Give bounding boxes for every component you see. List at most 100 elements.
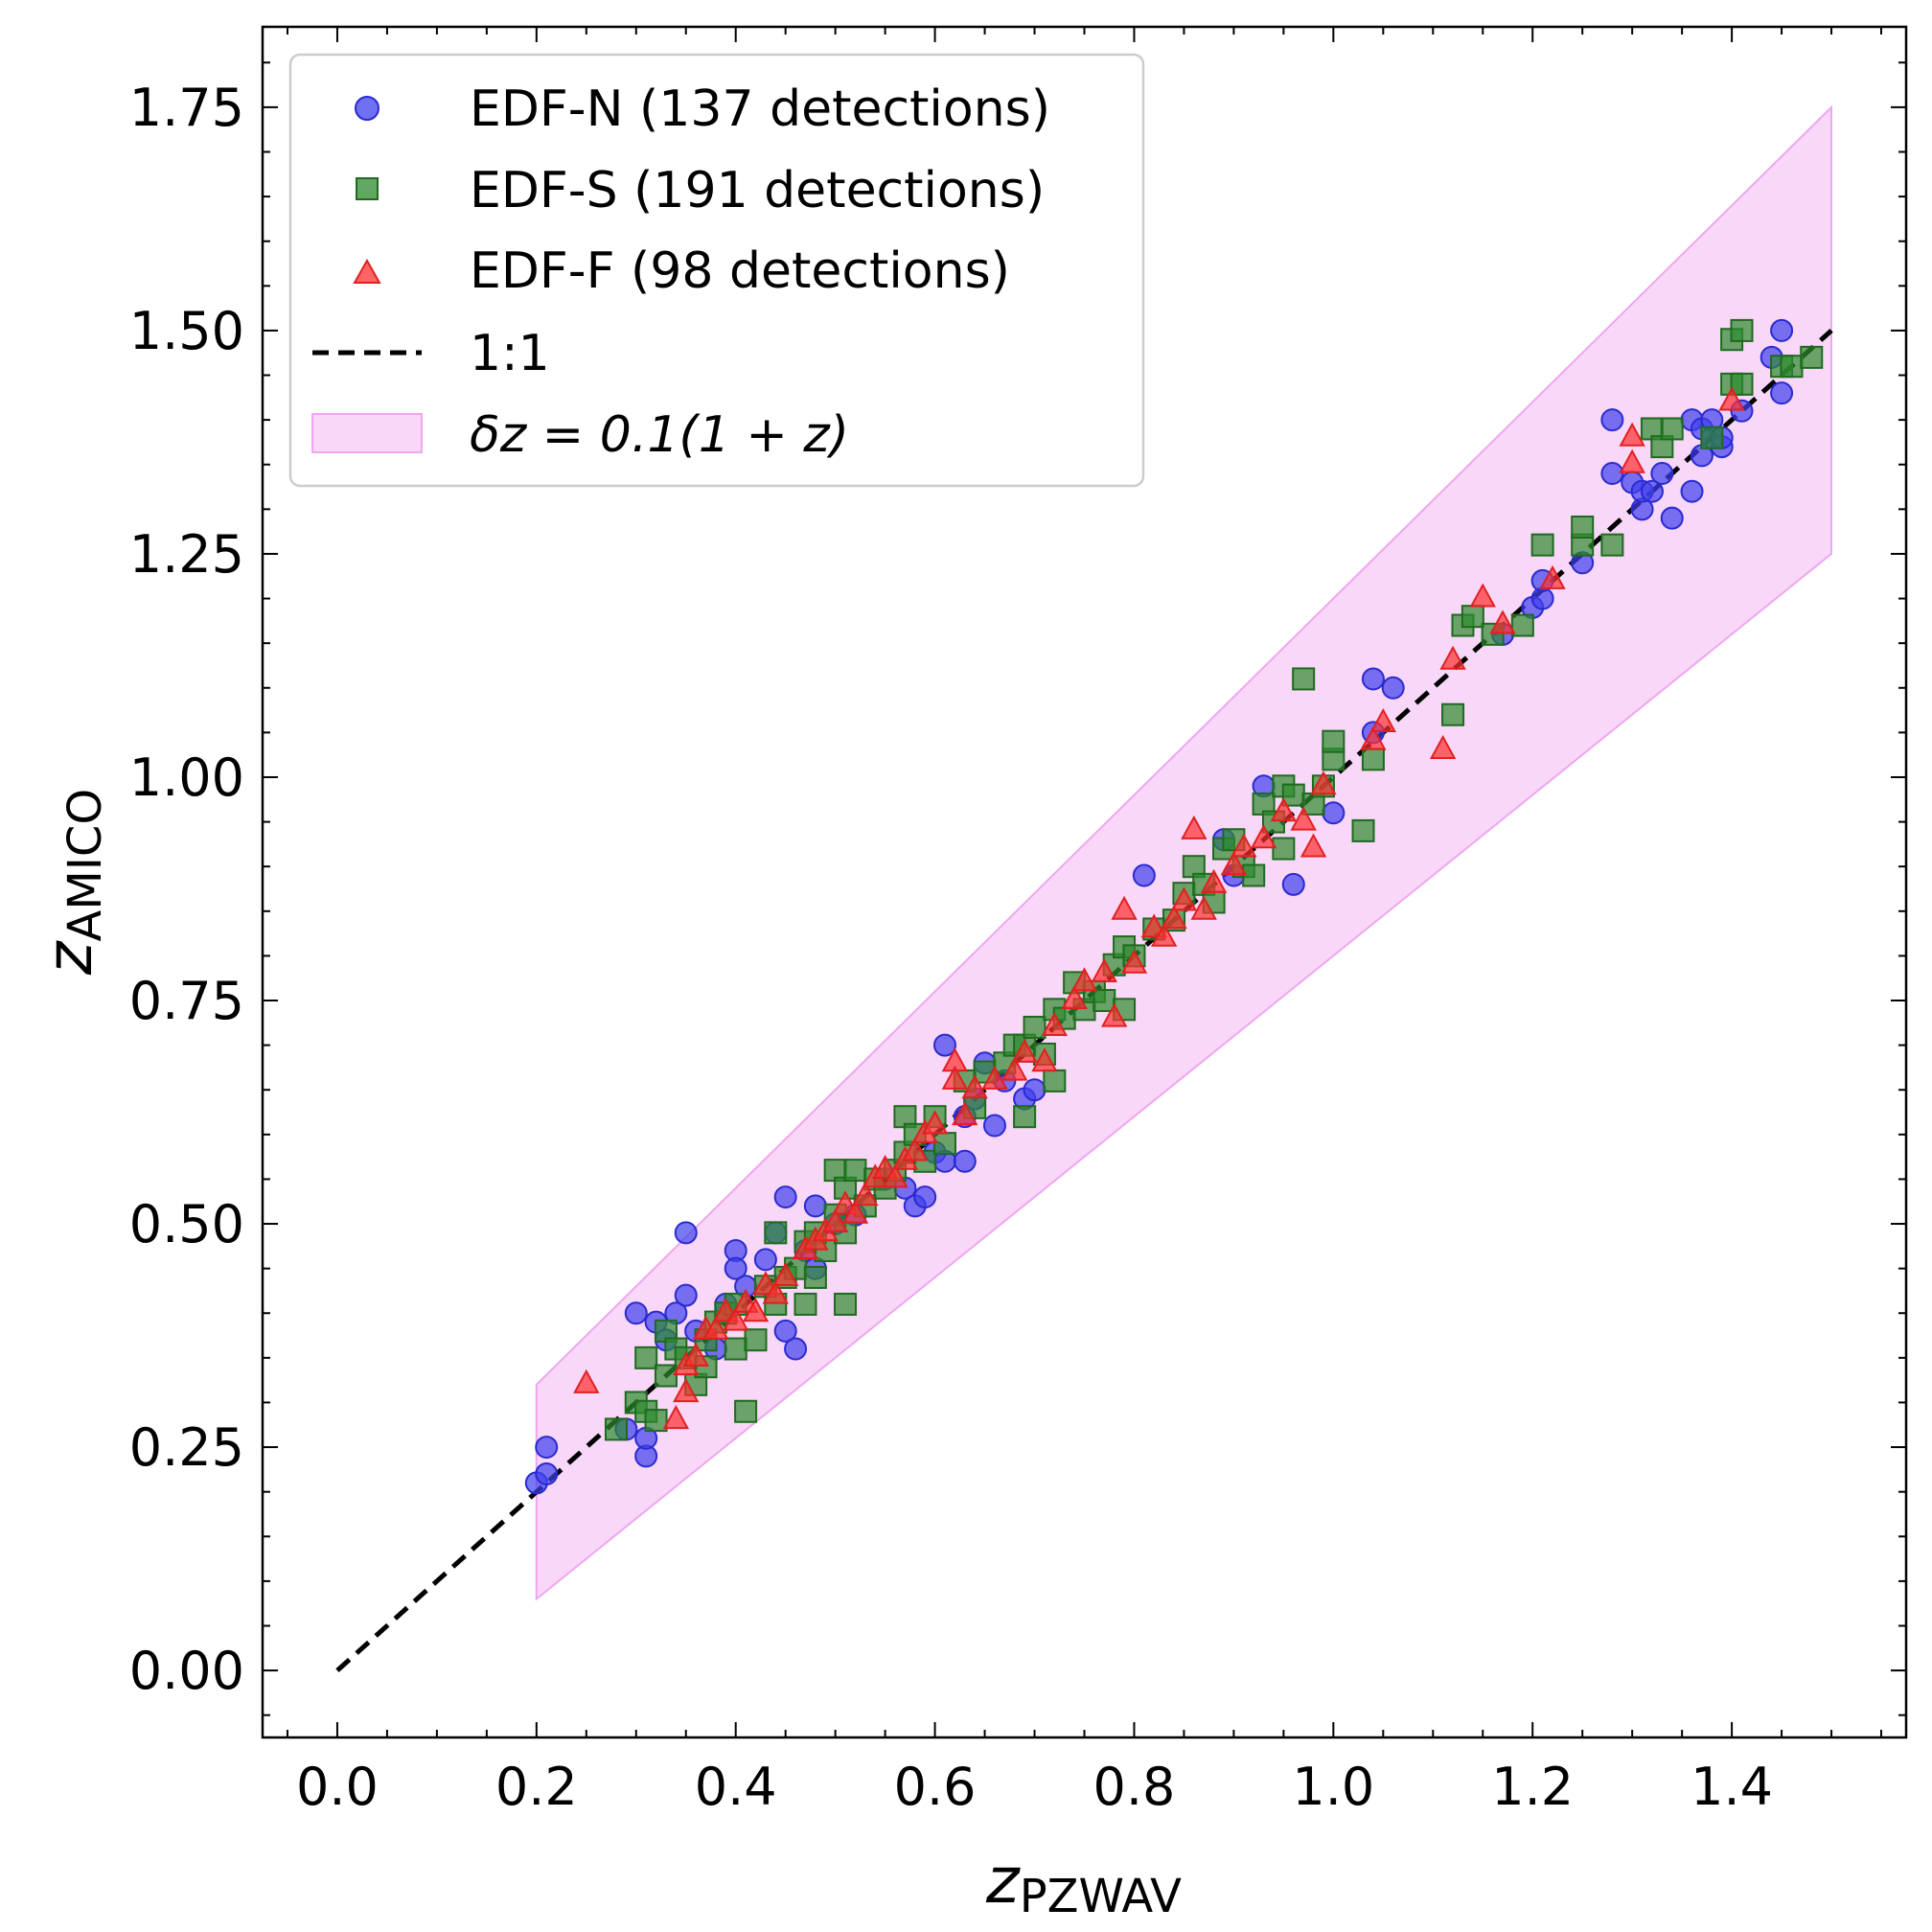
y-tick-label-4: 1.00 [129,748,244,808]
point-edff-32 [981,1065,1008,1090]
y-tick-label-1: 0.25 [129,1417,244,1478]
point-edff-40 [1100,1002,1128,1027]
x-axis-label-sub: PZWAV [1020,1870,1182,1923]
point-edfs-83 [1322,729,1346,753]
point-edff-29 [941,1065,969,1090]
legend-label-band: δz = 0.1(1 + z) [470,406,849,464]
point-edff-4 [682,1342,709,1367]
legend-label-edff: EDF-F (98 detections) [470,242,1010,300]
point-edfs-4 [644,1409,668,1433]
point-edfn-49 [1361,667,1385,691]
point-edff-42 [1120,949,1148,974]
point-edfn-58 [1600,462,1624,486]
point-edff-44 [1150,922,1178,947]
point-edfn-48 [1322,801,1346,825]
point-edfs-93 [1571,515,1595,539]
point-edfs-25 [803,1265,827,1289]
point-edfn-34 [932,1033,956,1057]
x-tick-label-7: 1.4 [1690,1757,1773,1817]
point-edff-56 [1310,770,1337,795]
point-edfs-49 [1013,1105,1037,1129]
legend-marker-edfs [356,177,379,200]
point-edfs-51 [1023,1015,1046,1039]
y-tick-label-2: 0.50 [129,1194,244,1254]
point-edfn-63 [1650,462,1674,486]
point-edff-54 [1290,806,1317,831]
point-edfs-23 [794,1292,817,1316]
point-edff-31 [961,1074,988,1099]
legend-patch-band [311,413,423,453]
point-edfs-84 [1351,818,1375,842]
point-edfs-102 [1730,372,1754,396]
x-axis-label-main: z [985,1844,1021,1918]
point-edfn-57 [1600,408,1624,432]
point-edfn-64 [1660,506,1684,530]
point-edfs-0 [604,1417,628,1441]
point-edff-20 [852,1181,879,1207]
y-tick-label-0: 0.00 [129,1641,244,1701]
point-edff-41 [1111,895,1138,920]
point-edff-57 [1360,725,1387,750]
point-edff-45 [1161,905,1187,930]
point-edff-39 [1091,957,1117,983]
point-edfs-97 [1660,417,1684,441]
error-band [535,104,1832,1601]
point-edfs-98 [1700,426,1724,449]
point-edff-52 [1250,824,1277,849]
point-edff-63 [1539,564,1566,589]
point-edfn-18 [753,1248,777,1272]
point-edfs-33 [843,1159,867,1183]
point-edfs-104 [1780,355,1804,379]
point-edfs-105 [1800,345,1824,369]
point-edfn-65 [1680,479,1704,503]
point-edff-0 [573,1368,600,1393]
legend-marker-edfn [355,96,380,121]
point-edff-6 [702,1315,729,1340]
point-edfs-15 [724,1337,748,1361]
y-tick-label-6: 1.50 [129,301,244,361]
legend: EDF-N (137 detections) EDF-S (191 detect… [288,53,1145,488]
legend-label-edfn: EDF-N (137 detections) [470,80,1050,138]
point-edff-59 [1429,734,1457,760]
x-tick-label-1: 0.2 [495,1757,578,1817]
point-edff-33 [1001,1056,1028,1081]
point-edff-60 [1439,645,1466,670]
legend-marker-edff [353,258,381,284]
point-edff-8 [723,1306,749,1331]
point-edff-12 [762,1279,789,1304]
x-tick-label-5: 1.0 [1292,1757,1374,1817]
point-edff-46 [1170,886,1198,911]
point-edff-27 [921,1110,949,1135]
point-edff-10 [742,1298,770,1322]
y-axis-label-sub: AMICO [58,789,112,942]
point-edfn-1 [535,1462,559,1486]
point-edff-3 [673,1378,700,1403]
point-edff-55 [1300,833,1327,858]
point-edfs-30 [834,1292,858,1316]
legend-label-edfs: EDF-S (191 detections) [470,162,1045,219]
y-tick-label-3: 0.75 [129,971,244,1031]
y-tick-labels: 0.00 0.25 0.50 0.75 1.00 1.25 1.50 1.75 [129,78,244,1701]
point-edff-58 [1369,707,1397,733]
point-edfs-17 [744,1328,768,1352]
point-edff-34 [1011,1038,1038,1063]
point-edfs-16 [734,1399,758,1423]
point-edfn-20 [773,1185,797,1209]
point-edfn-31 [913,1185,937,1209]
point-edfn-4 [624,1301,648,1325]
point-edfn-42 [1023,1078,1046,1102]
y-axis-label-main: z [33,940,106,976]
point-edff-23 [882,1163,908,1188]
point-edfs-53 [1043,1069,1067,1092]
point-edfn-43 [1132,863,1156,887]
legend-label-1to1: 1:1 [470,325,550,382]
point-edfn-10 [674,1283,698,1307]
point-edfs-79 [1292,667,1316,691]
point-edff-1 [662,1405,690,1430]
x-tick-label-0: 0.0 [296,1757,379,1817]
point-edff-30 [952,1101,978,1126]
point-edfn-47 [1281,872,1305,896]
point-edfs-5 [654,1364,678,1388]
point-edfs-101 [1730,318,1754,342]
point-edfs-86 [1441,702,1465,726]
